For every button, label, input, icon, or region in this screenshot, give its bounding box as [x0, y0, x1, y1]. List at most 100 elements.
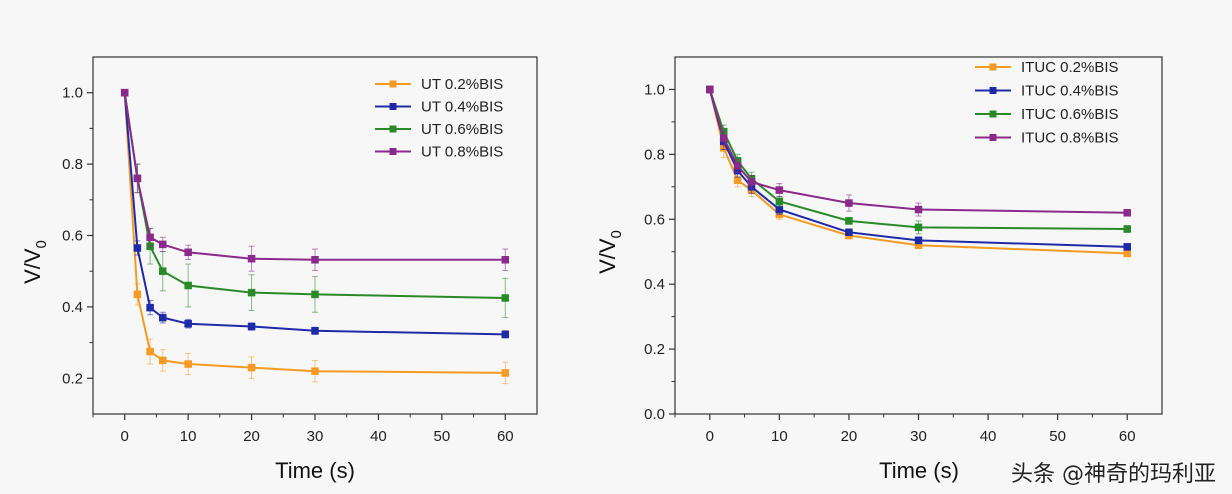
x-tick-label: 0	[121, 428, 129, 445]
legend-label: ITUC 0.2%BIS	[1021, 59, 1119, 76]
x-tick-label: 0	[706, 428, 714, 445]
x-tick-label: 50	[434, 428, 451, 445]
legend-marker	[989, 63, 997, 71]
x-tick-label: 20	[841, 428, 858, 445]
x-tick-label: 10	[180, 428, 197, 445]
series-4	[706, 85, 1131, 217]
data-point	[775, 197, 784, 206]
watermark-text: 头条 @神奇的玛利亚	[1011, 462, 1216, 487]
legend-marker	[389, 103, 397, 110]
legend-label: ITUC 0.4%BIS	[1021, 83, 1119, 100]
legend-label: ITUC 0.8%BIS	[1021, 130, 1119, 147]
legend-entry-4: ITUC 0.8%BIS	[975, 130, 1119, 147]
y-tick-label: 0.6	[644, 211, 665, 228]
data-point	[914, 205, 923, 214]
legend-label: ITUC 0.6%BIS	[1021, 106, 1119, 123]
legend-entry-3: ITUC 0.6%BIS	[975, 106, 1119, 123]
y-tick-label: 0.8	[644, 146, 665, 163]
legend-marker	[389, 125, 397, 133]
data-point	[247, 363, 256, 372]
data-point	[133, 290, 142, 299]
data-point	[733, 176, 742, 185]
data-point	[1123, 209, 1131, 217]
data-point	[845, 217, 853, 225]
data-point	[184, 248, 192, 257]
data-point	[501, 330, 510, 339]
legend-entry-1: ITUC 0.2%BIS	[975, 59, 1119, 76]
data-point	[311, 367, 319, 375]
series-line	[708, 89, 1128, 255]
data-point	[146, 347, 154, 356]
legend-marker	[989, 110, 997, 118]
series-1	[120, 88, 510, 385]
chart-panel-1: 0 10 20 30 40 50 60 0.2 0.4 0.6 0.8 1.0 Time (s) V/V0…	[20, 56, 538, 483]
legend-marker	[989, 134, 997, 141]
chart-panel-2: 0 10 20 30 40 50 60 0.0 0.2 0.4 0.6 0.8 1.0 Time (s) V…	[595, 56, 1163, 483]
series-line	[123, 92, 506, 374]
legend-label: UT 0.2%BIS	[421, 76, 503, 93]
data-point	[159, 313, 167, 322]
y-axis-title: V/V0	[595, 230, 625, 274]
data-point	[133, 174, 142, 183]
data-point	[733, 161, 742, 170]
x-tick-label: 60	[1119, 428, 1136, 445]
data-point	[747, 178, 756, 186]
x-tick-label: 30	[307, 428, 324, 445]
y-tick-label: 1.0	[62, 85, 83, 102]
data-point	[1123, 225, 1131, 233]
data-point	[247, 288, 256, 297]
legend-marker	[989, 87, 997, 94]
x-tick-label: 30	[910, 428, 927, 445]
data-point	[706, 85, 714, 94]
x-tick-label: 50	[1049, 428, 1066, 445]
data-point	[311, 327, 319, 335]
data-point	[501, 256, 510, 264]
data-point	[845, 199, 853, 207]
data-point	[719, 134, 728, 142]
data-point	[845, 228, 853, 237]
data-point	[184, 360, 192, 368]
series-4	[120, 88, 510, 272]
data-point	[247, 254, 256, 263]
data-point	[159, 240, 167, 249]
legend-label: UT 0.6%BIS	[421, 121, 503, 138]
x-tick-label: 10	[771, 428, 788, 445]
data-point	[1123, 243, 1131, 251]
legend-label: UT 0.4%BIS	[421, 99, 503, 116]
series-line	[123, 92, 506, 336]
y-tick-label: 0.6	[62, 228, 83, 245]
legend-marker	[389, 80, 397, 88]
data-point	[247, 322, 256, 331]
x-tick-label: 40	[370, 428, 387, 445]
x-axis-title: Time (s)	[879, 458, 959, 483]
x-tick-label: 60	[497, 428, 514, 445]
series-line	[123, 92, 506, 261]
data-point	[311, 256, 319, 264]
legend-entry-1: UT 0.2%BIS	[375, 76, 503, 93]
y-tick-label: 0.8	[62, 156, 83, 173]
data-point	[914, 236, 923, 245]
legend-entry-2: ITUC 0.4%BIS	[975, 83, 1119, 100]
y-tick-label: 1.0	[644, 81, 665, 98]
data-point	[146, 303, 154, 312]
data-point	[159, 267, 167, 275]
data-point	[133, 244, 142, 252]
y-tick-label: 0.4	[62, 299, 83, 316]
data-point	[159, 356, 167, 365]
y-axis-title: V/V0	[20, 240, 50, 284]
data-point	[1123, 249, 1131, 258]
data-point	[184, 319, 192, 328]
y-tick-label: 0.0	[644, 406, 665, 423]
data-point	[914, 223, 923, 232]
y-tick-label: 0.2	[644, 341, 665, 358]
x-tick-label: 40	[980, 428, 997, 445]
legend-entry-2: UT 0.4%BIS	[375, 99, 503, 116]
legend-marker	[389, 148, 397, 155]
data-point	[501, 294, 510, 302]
series-line	[708, 89, 1128, 248]
series-line	[708, 89, 1128, 214]
data-point	[501, 369, 510, 377]
data-point	[184, 281, 192, 290]
x-axis-title: Time (s)	[275, 458, 355, 483]
